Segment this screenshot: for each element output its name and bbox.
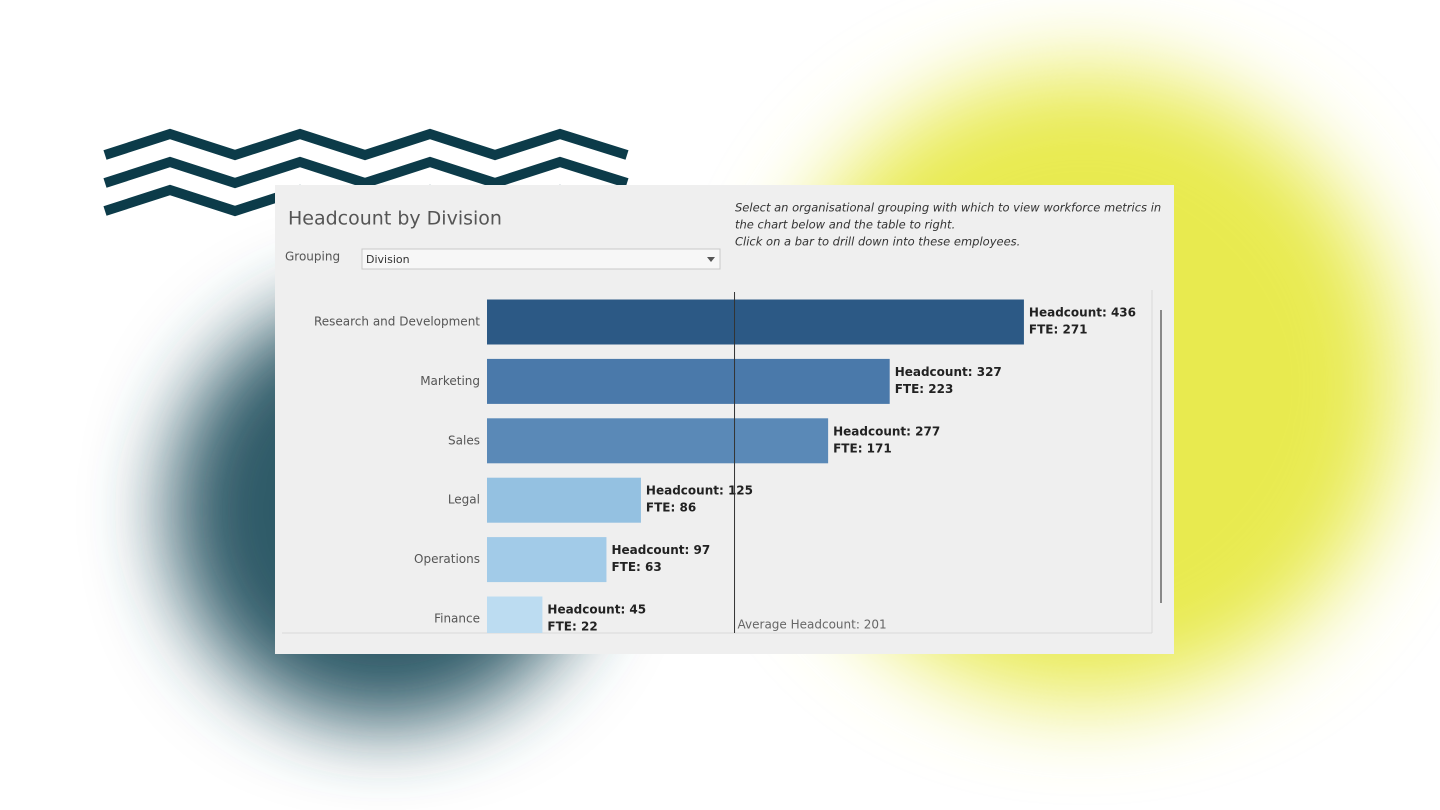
grouping-label: Grouping	[285, 250, 340, 264]
average-label: Average Headcount: 201	[738, 618, 887, 632]
bar[interactable]	[487, 477, 641, 523]
headcount-label: Headcount: 97	[611, 543, 710, 557]
instructions: Select an organisational grouping with w…	[735, 201, 1161, 249]
dropdown-value[interactable]: Division	[366, 253, 410, 266]
instruction-line: Click on a bar to drill down into these …	[735, 235, 1020, 249]
fte-label: FTE: 171	[833, 441, 892, 455]
fte-label: FTE: 86	[646, 501, 696, 515]
category-label: Marketing	[420, 374, 480, 388]
bar[interactable]	[487, 299, 1024, 345]
dropdown-box[interactable]	[361, 248, 721, 270]
category-label: Operations	[414, 552, 480, 566]
category-label: Legal	[448, 493, 480, 507]
category-label: Research and Development	[314, 315, 480, 329]
chart-title: Headcount by Division	[288, 208, 502, 230]
headcount-label: Headcount: 327	[895, 365, 1002, 379]
fte-label: FTE: 63	[611, 560, 661, 574]
bar[interactable]	[487, 358, 890, 404]
dropdown-arrow[interactable]	[707, 257, 715, 262]
bar[interactable]	[487, 418, 829, 464]
headcount-label: Headcount: 45	[547, 603, 646, 617]
instruction-line: Select an organisational grouping with w…	[735, 201, 1161, 215]
category-label: Finance	[434, 612, 480, 626]
headcount-label: Headcount: 125	[646, 484, 753, 498]
fte-label: FTE: 223	[895, 382, 954, 396]
bar[interactable]	[487, 596, 543, 642]
headcount-label: Headcount: 277	[833, 424, 940, 438]
fte-label: FTE: 271	[1029, 323, 1088, 337]
fte-label: FTE: 22	[547, 620, 597, 634]
plot-area: Headcount: 436 FTE: 271 Headcount: 327 FTE:…	[487, 292, 1136, 642]
category-label: Sales	[448, 433, 480, 447]
bar[interactable]	[487, 537, 607, 583]
grouping-dropdown[interactable]: Division	[361, 248, 721, 270]
instruction-line: the chart below and the table to right.	[735, 218, 955, 232]
headcount-label: Headcount: 436	[1029, 306, 1136, 320]
